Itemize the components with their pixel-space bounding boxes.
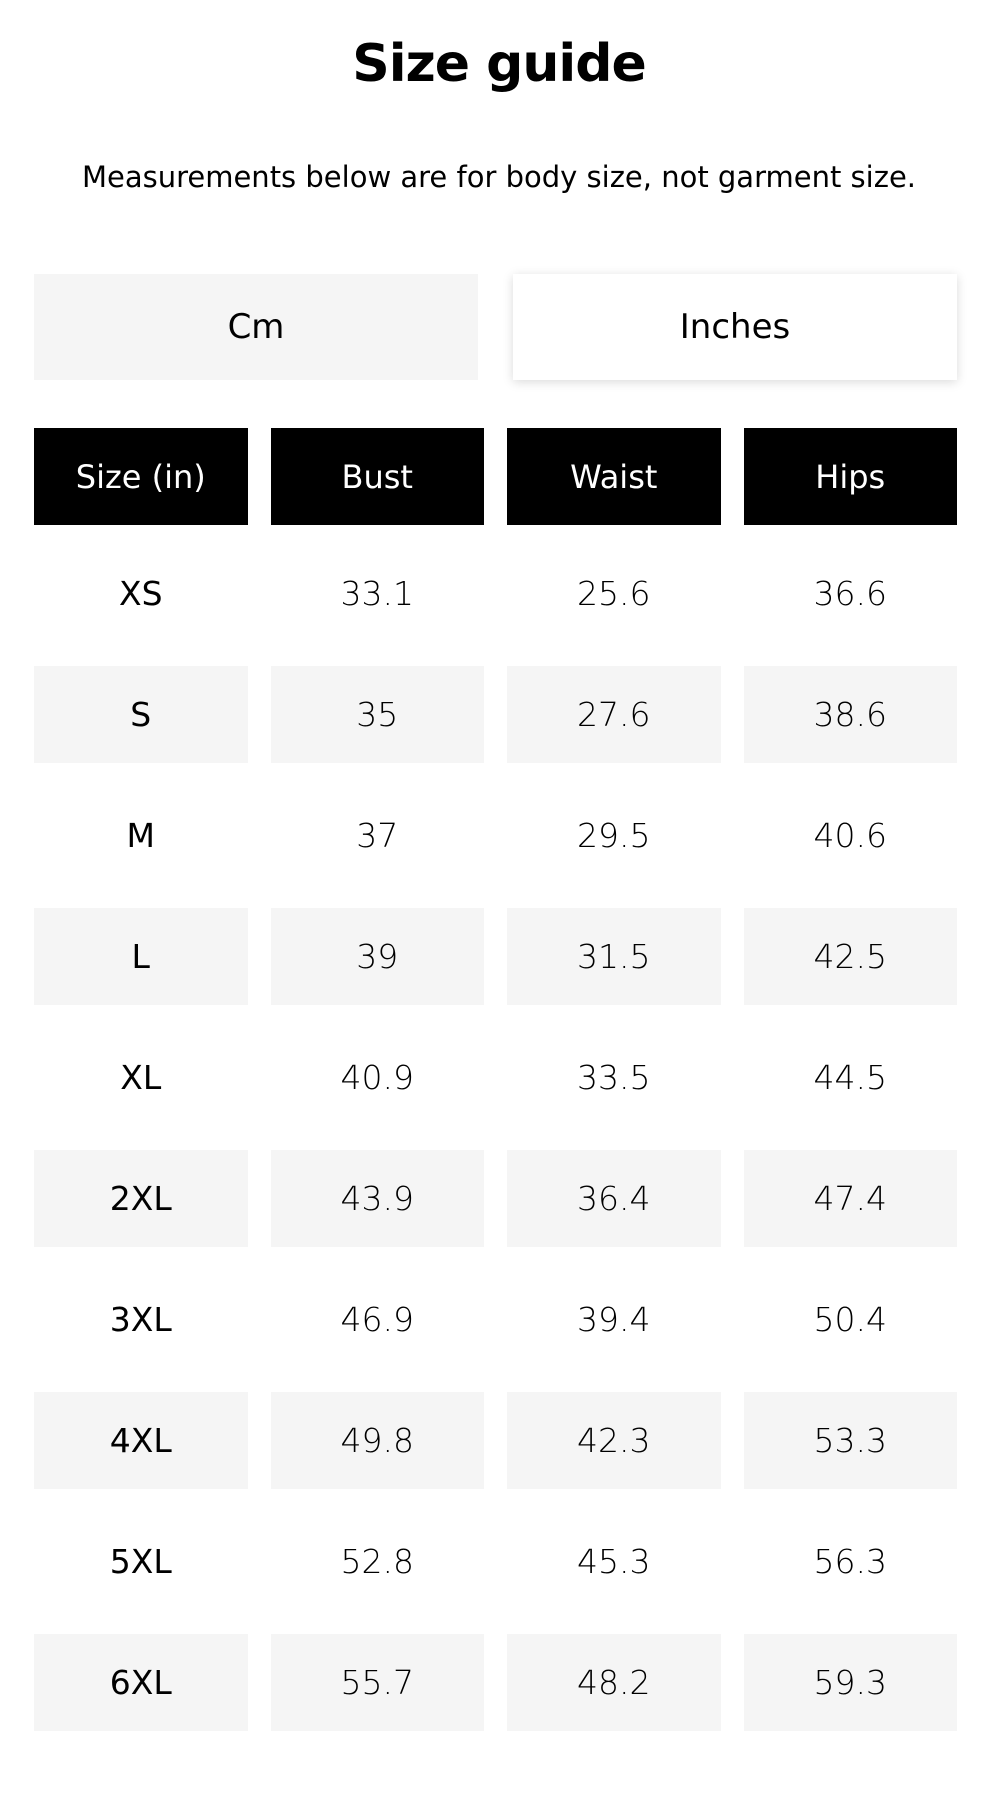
header-size: Size (in) xyxy=(34,428,248,525)
header-hips: Hips xyxy=(743,428,957,525)
cell-waist: 45.3 xyxy=(577,1542,651,1581)
table-row: L 39 31.5 42.5 xyxy=(34,908,957,1005)
header-waist: Waist xyxy=(507,428,721,525)
cell-hips: 50.4 xyxy=(813,1300,887,1339)
cell-size: 3XL xyxy=(109,1300,172,1339)
cell-bust: 46.9 xyxy=(340,1300,414,1339)
cell-waist: 33.5 xyxy=(577,1058,651,1097)
cell-waist: 31.5 xyxy=(507,908,721,1005)
unit-toggle: Cm Inches xyxy=(34,274,957,380)
table-row: M 37 29.5 40.6 xyxy=(34,787,957,884)
cell-bust: 35 xyxy=(270,666,484,763)
table-row: 3XL 46.9 39.4 50.4 xyxy=(34,1271,957,1368)
cell-bust: 52.8 xyxy=(340,1542,414,1581)
cell-hips: 59.3 xyxy=(743,1634,957,1731)
table-row: 5XL 52.8 45.3 56.3 xyxy=(34,1513,957,1610)
cell-bust: 55.7 xyxy=(270,1634,484,1731)
cell-size: 2XL xyxy=(34,1150,248,1247)
cell-waist: 42.3 xyxy=(507,1392,721,1489)
cell-bust: 39 xyxy=(270,908,484,1005)
cell-size: XS xyxy=(118,574,163,613)
cell-bust: 49.8 xyxy=(270,1392,484,1489)
cell-hips: 42.5 xyxy=(743,908,957,1005)
table-header-row: Size (in) Bust Waist Hips xyxy=(34,428,957,525)
table-row: XS 33.1 25.6 36.6 xyxy=(34,545,957,642)
cell-bust: 43.9 xyxy=(270,1150,484,1247)
cell-waist: 48.2 xyxy=(507,1634,721,1731)
cell-bust: 40.9 xyxy=(340,1058,414,1097)
header-bust: Bust xyxy=(270,428,484,525)
cell-size: S xyxy=(34,666,248,763)
cell-waist: 27.6 xyxy=(507,666,721,763)
page-title: Size guide xyxy=(352,34,646,94)
cell-hips: 36.6 xyxy=(813,574,887,613)
cell-size: XL xyxy=(120,1058,162,1097)
cell-bust: 37 xyxy=(356,816,399,855)
table-row: S 35 27.6 38.6 xyxy=(34,666,957,763)
cell-waist: 29.5 xyxy=(577,816,651,855)
table-row: 6XL 55.7 48.2 59.3 xyxy=(34,1634,957,1731)
cell-waist: 36.4 xyxy=(507,1150,721,1247)
cell-hips: 44.5 xyxy=(813,1058,887,1097)
cell-waist: 39.4 xyxy=(577,1300,651,1339)
table-row: 2XL 43.9 36.4 47.4 xyxy=(34,1150,957,1247)
cell-hips: 38.6 xyxy=(743,666,957,763)
table-row: 4XL 49.8 42.3 53.3 xyxy=(34,1392,957,1489)
table-row: XL 40.9 33.5 44.5 xyxy=(34,1029,957,1126)
cell-size: 4XL xyxy=(34,1392,248,1489)
cell-size: 5XL xyxy=(109,1542,172,1581)
cell-hips: 56.3 xyxy=(813,1542,887,1581)
cell-size: 6XL xyxy=(34,1634,248,1731)
cell-size: M xyxy=(126,816,155,855)
cell-hips: 47.4 xyxy=(743,1150,957,1247)
cell-hips: 40.6 xyxy=(813,816,887,855)
cell-size: L xyxy=(34,908,248,1005)
tab-cm[interactable]: Cm xyxy=(34,274,478,380)
size-table: Size (in) Bust Waist Hips XS 33.1 25.6 36.6… xyxy=(34,428,957,1755)
page-subtitle: Measurements below are for body size, no… xyxy=(81,160,917,194)
tab-inches[interactable]: Inches xyxy=(513,274,957,380)
cell-bust: 33.1 xyxy=(340,574,414,613)
cell-waist: 25.6 xyxy=(577,574,651,613)
cell-hips: 53.3 xyxy=(743,1392,957,1489)
